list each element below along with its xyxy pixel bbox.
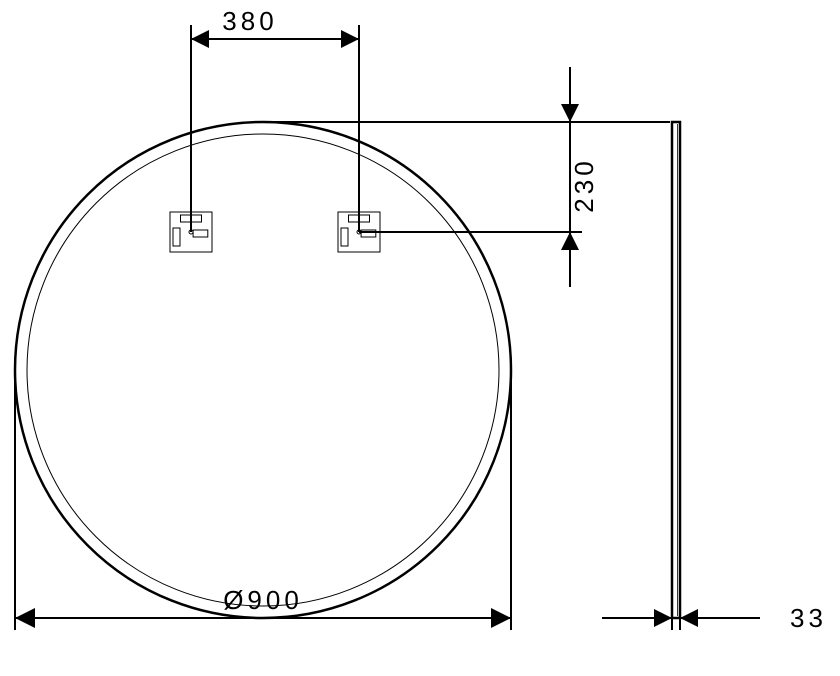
dimension-label: 33 bbox=[790, 603, 827, 633]
mirror-inner-circle bbox=[27, 134, 499, 606]
dimension-label: Ø900 bbox=[223, 585, 303, 615]
dimension-label: 380 bbox=[222, 6, 277, 36]
dimension-label: 230 bbox=[569, 157, 599, 212]
side-profile bbox=[672, 122, 680, 618]
mirror-outer-circle bbox=[15, 122, 511, 618]
